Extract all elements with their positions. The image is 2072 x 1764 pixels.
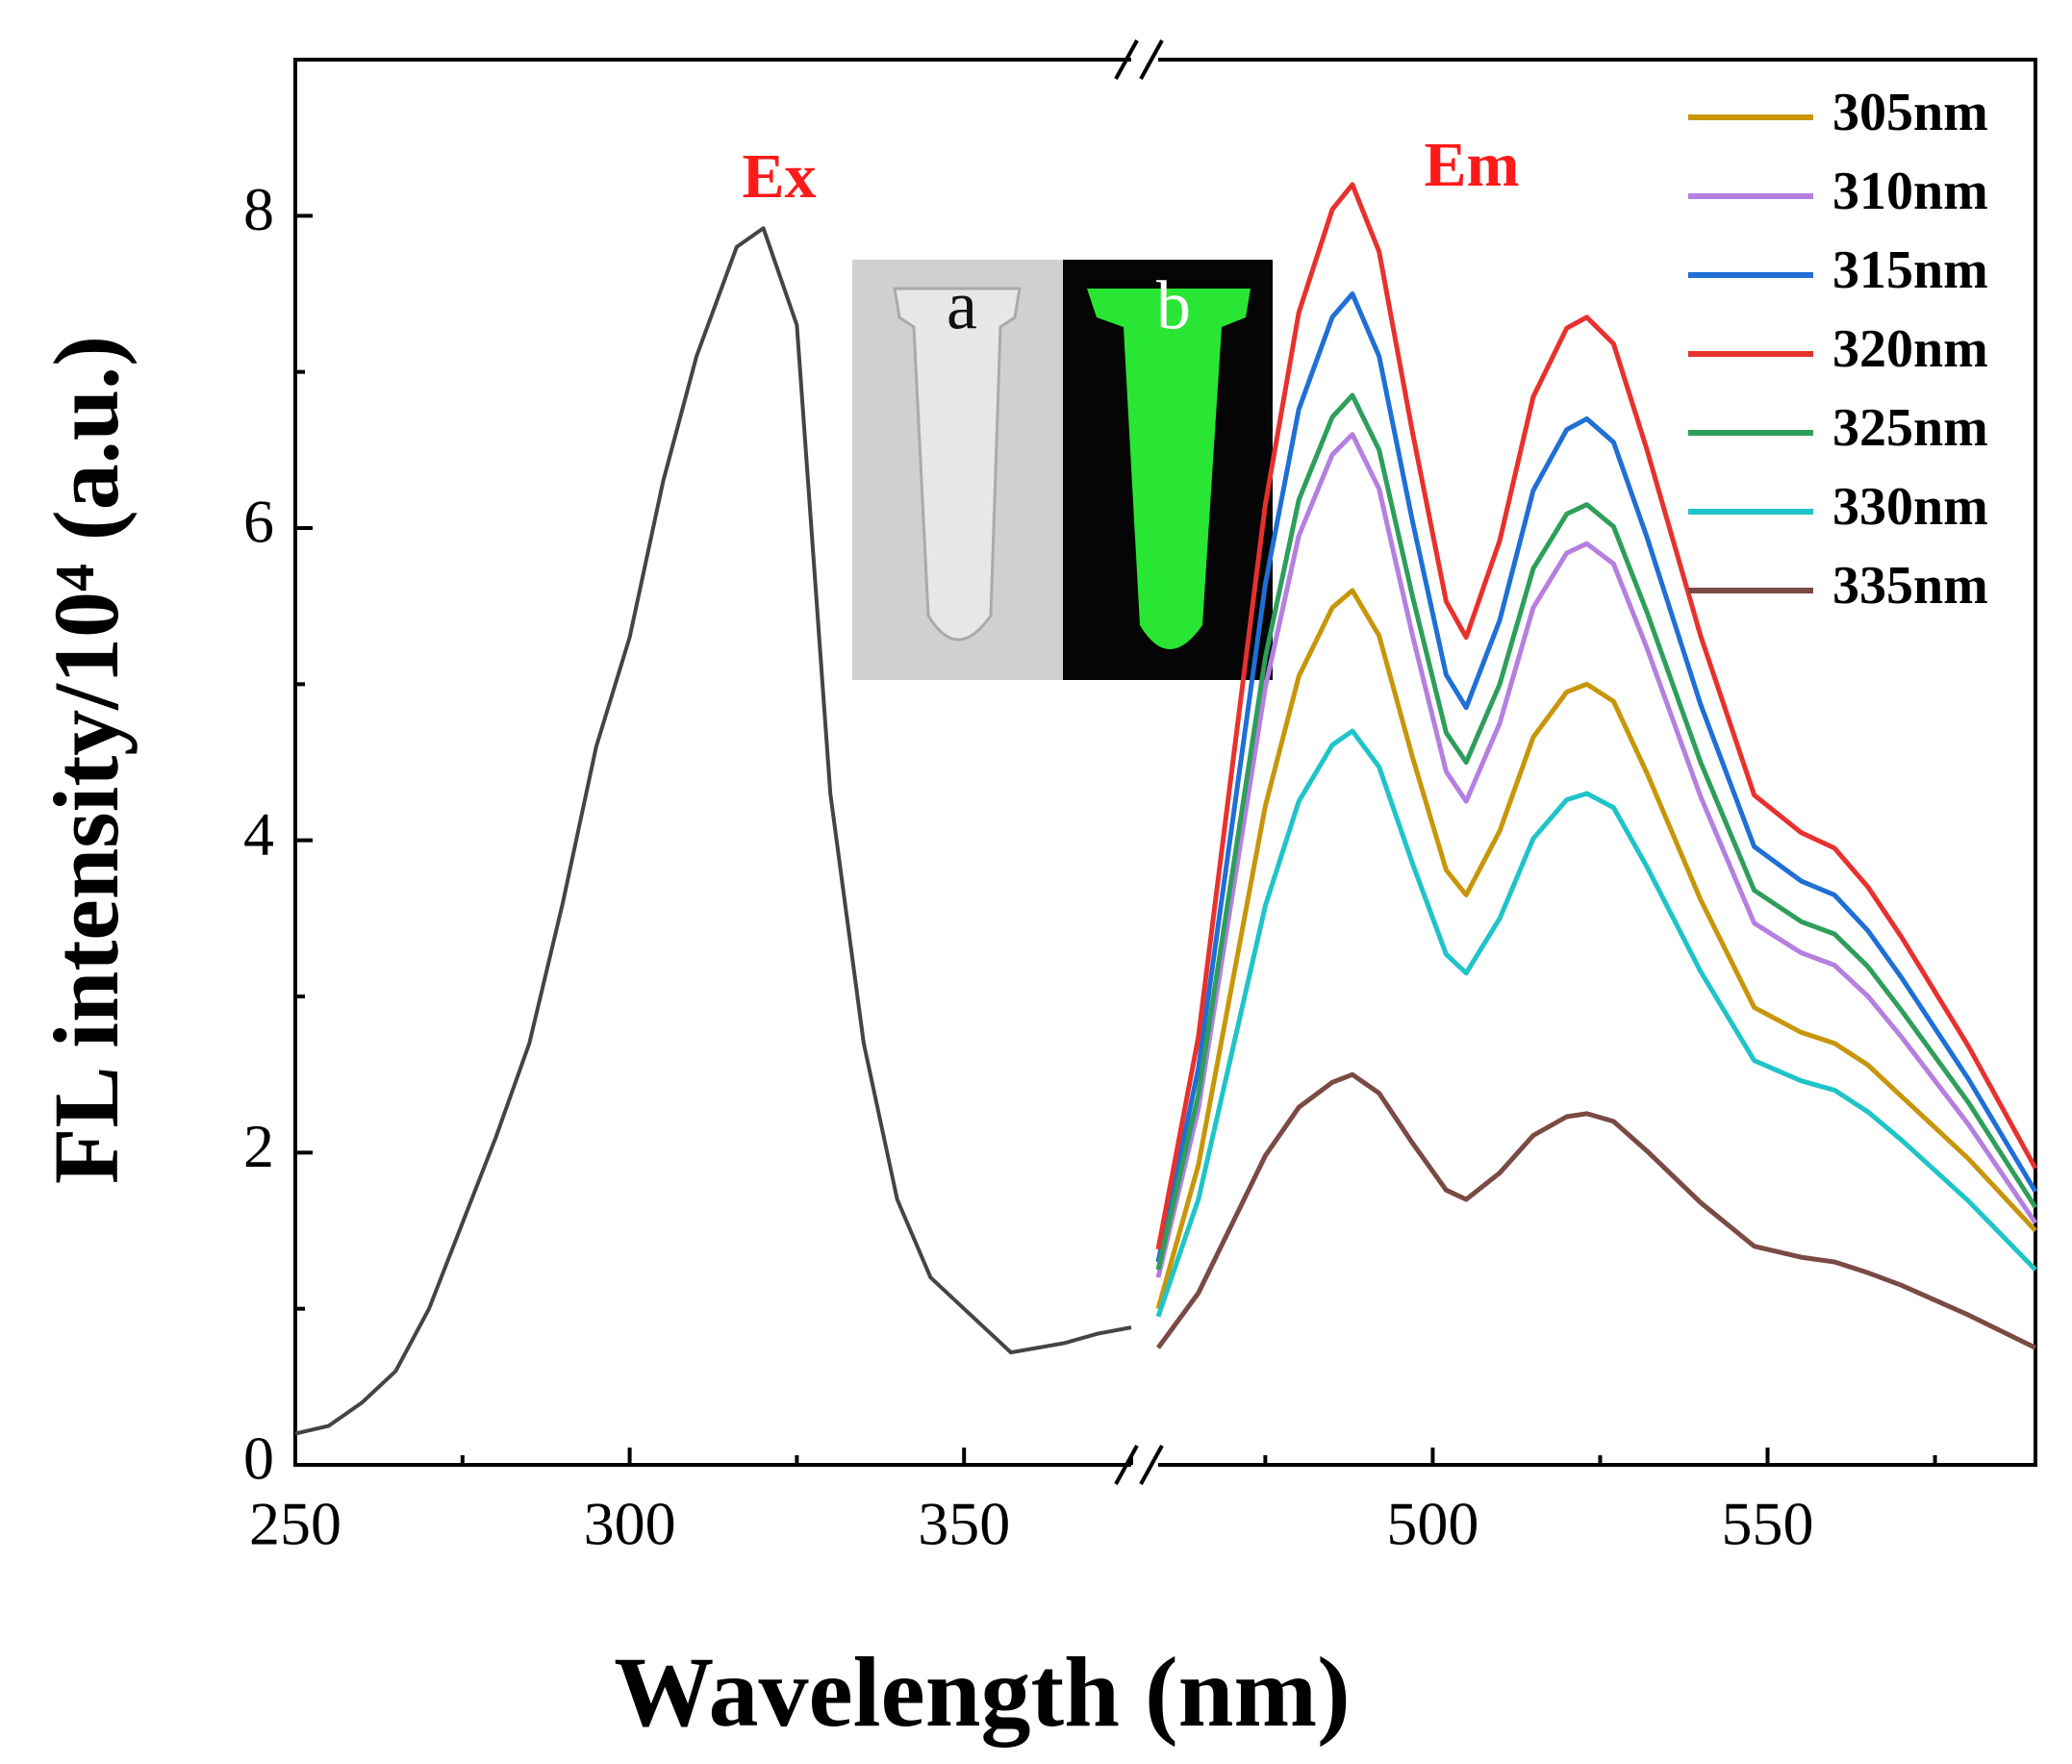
- axes-frame: [293, 39, 2037, 1485]
- line-series: [1155, 1071, 2037, 1350]
- x-tick-label: 350: [918, 1490, 1010, 1558]
- tube-a: [893, 287, 1022, 642]
- frame-left: [293, 58, 1131, 1467]
- line-series: [294, 226, 1132, 1436]
- annotation: Em: [1425, 130, 1520, 200]
- line-series: [1155, 588, 2037, 1310]
- x-tick-label: 250: [249, 1490, 341, 1558]
- x-axis-title: Wavelength (nm): [614, 1637, 1351, 1748]
- legend-label: 335nm: [1832, 556, 1988, 616]
- y-tick-label: 2: [243, 1112, 274, 1180]
- tube-b: [1087, 289, 1251, 649]
- axis-break: [1114, 39, 1164, 1485]
- y-axis-title: FL intensity/10⁴ (a.u.): [35, 336, 138, 1184]
- y-tick-label: 6: [243, 488, 274, 556]
- x-tick-label: 500: [1386, 1490, 1478, 1558]
- line-series: [1155, 432, 2038, 1278]
- legend-label: 325nm: [1832, 398, 1988, 458]
- frame-right: [1158, 58, 2037, 1467]
- annotation: Ex: [742, 141, 816, 212]
- legend-label: 320nm: [1832, 319, 1988, 379]
- inset-label: b: [1156, 267, 1191, 344]
- line-series: [1155, 291, 2038, 1263]
- legend-label: 330nm: [1832, 477, 1988, 537]
- legend-label: 315nm: [1832, 240, 1988, 300]
- inset-label: a: [947, 267, 977, 344]
- x-tick-label: 300: [584, 1490, 676, 1558]
- line-series: [1155, 392, 2038, 1271]
- line-series: [1155, 182, 2038, 1250]
- inset-photos: [852, 260, 1273, 680]
- legend-label: 305nm: [1832, 83, 1988, 142]
- y-tick-label: 0: [243, 1424, 274, 1493]
- y-tick-label: 4: [243, 799, 274, 868]
- y-tick-label: 8: [243, 175, 274, 243]
- line-series: [1155, 728, 2037, 1318]
- legend-label: 310nm: [1832, 162, 1988, 221]
- x-tick-label: 550: [1722, 1490, 1814, 1558]
